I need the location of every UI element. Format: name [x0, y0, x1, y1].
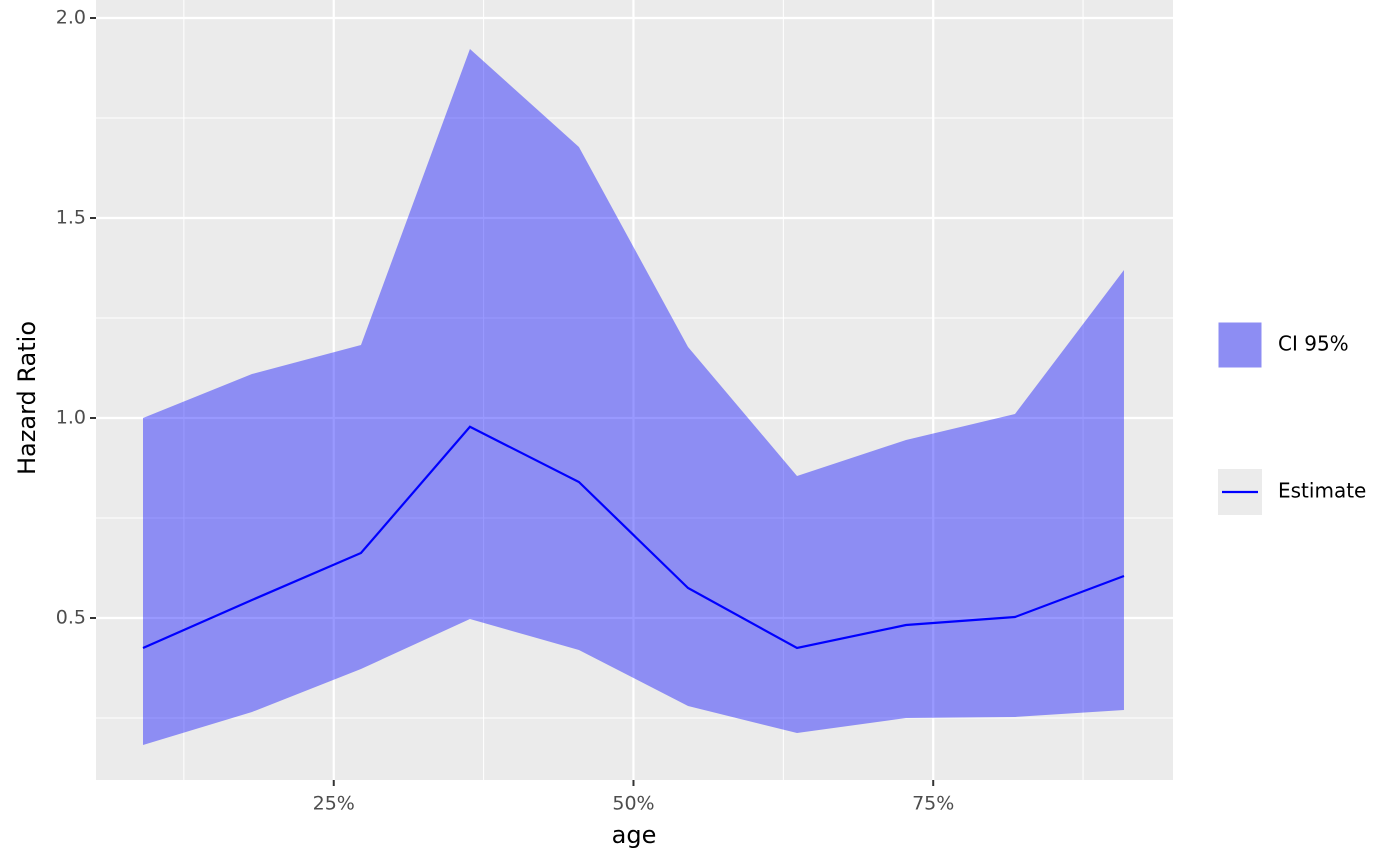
- legend-key: [1217, 321, 1263, 369]
- x-tick-label: 50%: [612, 793, 654, 815]
- x-axis-title: age: [612, 821, 657, 849]
- y-tick-label: 2.0: [56, 7, 86, 29]
- x-tick-label: 75%: [912, 793, 954, 815]
- y-tick-label: 1.0: [56, 407, 86, 429]
- y-tick-label: 1.5: [56, 207, 86, 229]
- y-tick-label: 0.5: [56, 607, 86, 629]
- legend-label: CI 95%: [1278, 332, 1349, 356]
- ci-band: [142, 49, 1124, 745]
- y-axis-title: Hazard Ratio: [13, 321, 41, 475]
- legend-key-bg: [1218, 322, 1262, 368]
- x-tick-label: 25%: [313, 793, 355, 815]
- estimate-line: [142, 425, 1125, 650]
- legend-label: Estimate: [1278, 479, 1366, 503]
